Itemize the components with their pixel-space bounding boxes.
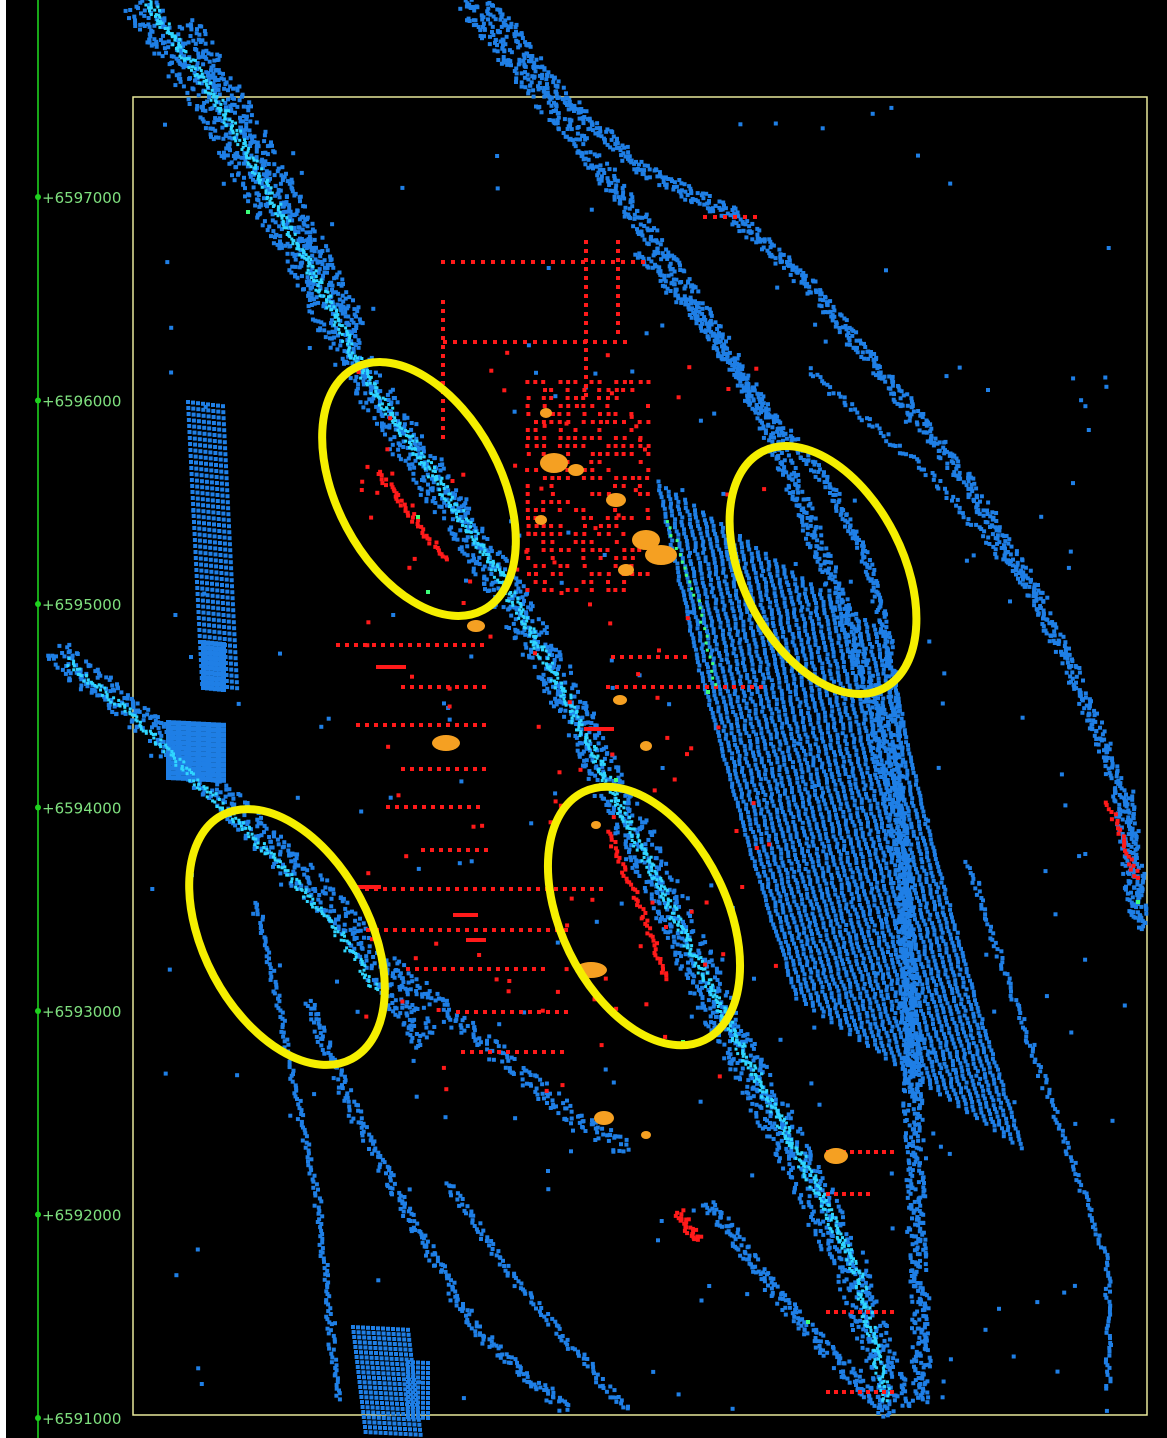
axis-tick-label: +6591000 [42, 1410, 121, 1428]
orange-blobs [432, 408, 848, 1164]
axis-tick-mark [35, 601, 41, 607]
axis-tick-label: +6597000 [42, 189, 121, 207]
highlight-ellipse-right[interactable] [691, 415, 954, 725]
axis-tick-mark [35, 804, 41, 811]
bounding-box [132, 96, 1148, 1416]
axis-tick-mark [35, 1415, 41, 1421]
axis-ticks: +6597000 +6596000 +6595000 +6594000 +6593000… [35, 189, 121, 1428]
red-point-cloud [336, 215, 1140, 1394]
scene-svg: +6597000 +6596000 +6595000 +6594000 +6593000… [35, 0, 1149, 1438]
axis-tick-mark [35, 194, 41, 200]
axis-tick-label: +6593000 [42, 1003, 121, 1021]
render-canvas[interactable]: +6597000 +6596000 +6595000 +6594000 +6593000… [6, 0, 1167, 1438]
green-point-cloud [246, 210, 1140, 1324]
highlight-ellipse-upper-left[interactable] [282, 330, 555, 649]
highlight-ellipse-lower-left[interactable] [149, 776, 425, 1098]
axis-tick-label: +6596000 [42, 393, 121, 411]
cyan-point-cloud [66, 0, 891, 1403]
highlight-ellipses [149, 330, 954, 1098]
axis-tick-label: +6594000 [42, 800, 121, 818]
axis-tick-mark [35, 1008, 41, 1014]
axis-tick-label: +6595000 [42, 596, 121, 614]
axis-tick-mark [35, 397, 41, 404]
axis-tick-mark [35, 1211, 41, 1218]
highlight-ellipse-lower-center[interactable] [509, 756, 779, 1077]
axis-tick-label: +6592000 [42, 1207, 121, 1225]
blue-point-cloud [46, 0, 1149, 1437]
